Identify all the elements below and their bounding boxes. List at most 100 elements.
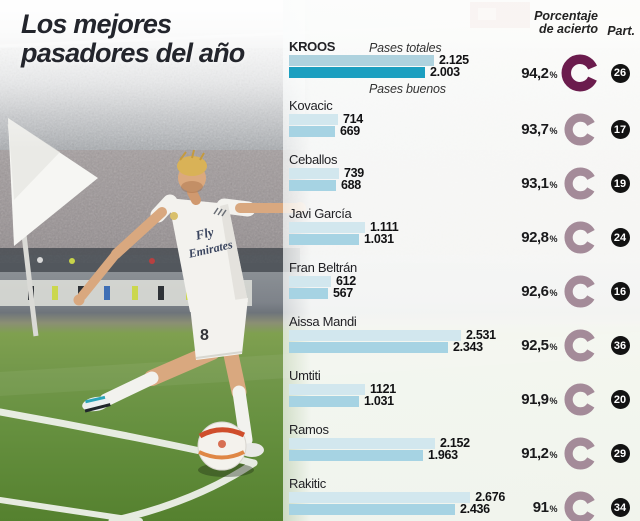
value-pases-totales: 739 [344,166,364,180]
player-name: Umtiti [289,368,321,383]
club-crest [170,212,178,220]
participations-badge: 34 [610,498,630,517]
accuracy-value: 92,8% [521,229,557,246]
player-hair [177,156,207,176]
accuracy-ring-icon [563,275,597,308]
value-pases-totales: 714 [343,112,363,126]
svg-text:Fly: Fly [193,224,215,243]
participations-header: Part. [607,24,635,38]
value-pases-totales: 1121 [370,382,396,396]
accuracy-value: 91,9% [521,391,557,408]
player-name: Fran Beltrán [289,260,357,275]
bar-pases-buenos [289,395,359,407]
boot-left [82,395,111,413]
football [197,421,247,471]
bar-pases-totales [289,275,331,287]
bar-pases-buenos [289,125,335,137]
player-name: Kovacic [289,98,333,113]
participations-badge: 16 [610,282,630,301]
bar-pases-buenos [289,503,455,515]
participations-badge: 20 [610,390,630,409]
player-row: Aissa Mandi 2.531 2.343 92,5% 36 [289,315,637,362]
bar-pases-buenos [289,341,448,353]
bar-pases-buenos [289,449,423,461]
bar-pases-totales [289,491,471,503]
player-bars: 2.152 1.963 [289,436,505,470]
participations-badge: 17 [610,120,630,139]
series-label-pases-buenos: Pases buenos [369,82,446,96]
stadium-walkway [0,248,300,272]
player-name: Javi García [289,206,352,221]
player-row: KROOS 2.125 2.003 94,2% 26 [289,40,637,92]
accuracy-ring-icon [563,491,597,521]
player-bars: 1121 1.031 [289,382,505,416]
value-pases-buenos: 688 [341,178,361,192]
player-row: Kovacic 714 669 93,7% 17 [289,99,637,146]
value-pases-buenos: 1.963 [428,448,458,462]
player-name: Ceballos [289,152,338,167]
value-pases-buenos: 1.031 [364,394,394,408]
player-rows: KROOS 2.125 2.003 94,2% 26 Kovacic 714 [289,40,637,521]
title-haze [0,0,305,150]
bar-pases-buenos [289,66,425,78]
accuracy-ring-icon [563,437,597,470]
player-bars: 739 688 [289,166,505,200]
player-row: Umtiti 1121 1.031 91,9% 20 [289,369,637,416]
participations-badge: 36 [610,336,630,355]
value-pases-buenos: 2.003 [430,65,460,79]
accuracy-ring-icon [561,54,599,92]
bar-pases-totales [289,167,339,179]
bar-pases-totales [289,383,365,395]
bar-pases-buenos [289,287,328,299]
player-row: Ceballos 739 688 93,1% 19 [289,153,637,200]
accuracy-header: Porcentaje de acierto [534,9,598,36]
accuracy-value: 92,5% [521,337,557,354]
value-pases-totales: 2.152 [440,436,470,450]
player-bars: 612 567 [289,274,505,308]
accuracy-value: 91,2% [521,445,557,462]
player-bars: 2.531 2.343 [289,328,505,362]
participations-badge: 29 [610,444,630,463]
series-label-pases-totales: Pases totales [369,41,442,55]
value-pases-totales: 2.125 [439,53,469,67]
player-bars: 1.111 1.031 [289,220,505,254]
player-name: KROOS [289,39,336,54]
participations-badge: 24 [610,228,630,247]
page-title: Los mejores pasadores del año [21,10,245,68]
bar-pases-totales [289,221,365,233]
accuracy-ring-icon [563,383,597,416]
player-name: Aissa Mandi [289,314,357,329]
player-bars: 2.676 2.436 [289,490,505,521]
player-row: Rakitic 2.676 2.436 91% 34 [289,477,637,521]
title-line2: pasadores del año [21,38,245,68]
bar-pases-totales [289,54,434,66]
bar-pases-totales [289,329,461,341]
player-kroos: 8 Fly Emirates [73,149,306,457]
bar-pases-buenos [289,233,359,245]
player-bars: 714 669 [289,112,505,146]
accuracy-value: 92,6% [521,283,557,300]
shirt-number: 8 [200,327,209,344]
accuracy-value: 94,2% [521,64,557,82]
value-pases-totales: 612 [336,274,356,288]
value-pases-totales: 1.111 [370,220,399,234]
player-row: Javi García 1.111 1.031 92,8% 24 [289,207,637,254]
value-pases-buenos: 1.031 [364,232,394,246]
value-pases-buenos: 567 [333,286,353,300]
accuracy-ring-icon [563,221,597,254]
accuracy-ring-icon [563,113,597,146]
player-row: Fran Beltrán 612 567 92,6% 16 [289,261,637,308]
chart-panel: Porcentaje de acierto Part. Pases totales… [283,0,640,521]
accuracy-value: 93,1% [521,175,557,192]
accuracy-ring-icon [563,167,597,200]
player-name: Rakitic [289,476,326,491]
value-pases-totales: 2.531 [466,328,496,342]
participations-badge: 26 [610,63,630,83]
participations-badge: 19 [610,174,630,193]
value-pases-buenos: 2.436 [460,502,490,516]
accuracy-ring-icon [563,329,597,362]
value-pases-totales: 2.676 [475,490,505,504]
player-bars: 2.125 2.003 [289,53,505,92]
value-pases-buenos: 2.343 [453,340,483,354]
